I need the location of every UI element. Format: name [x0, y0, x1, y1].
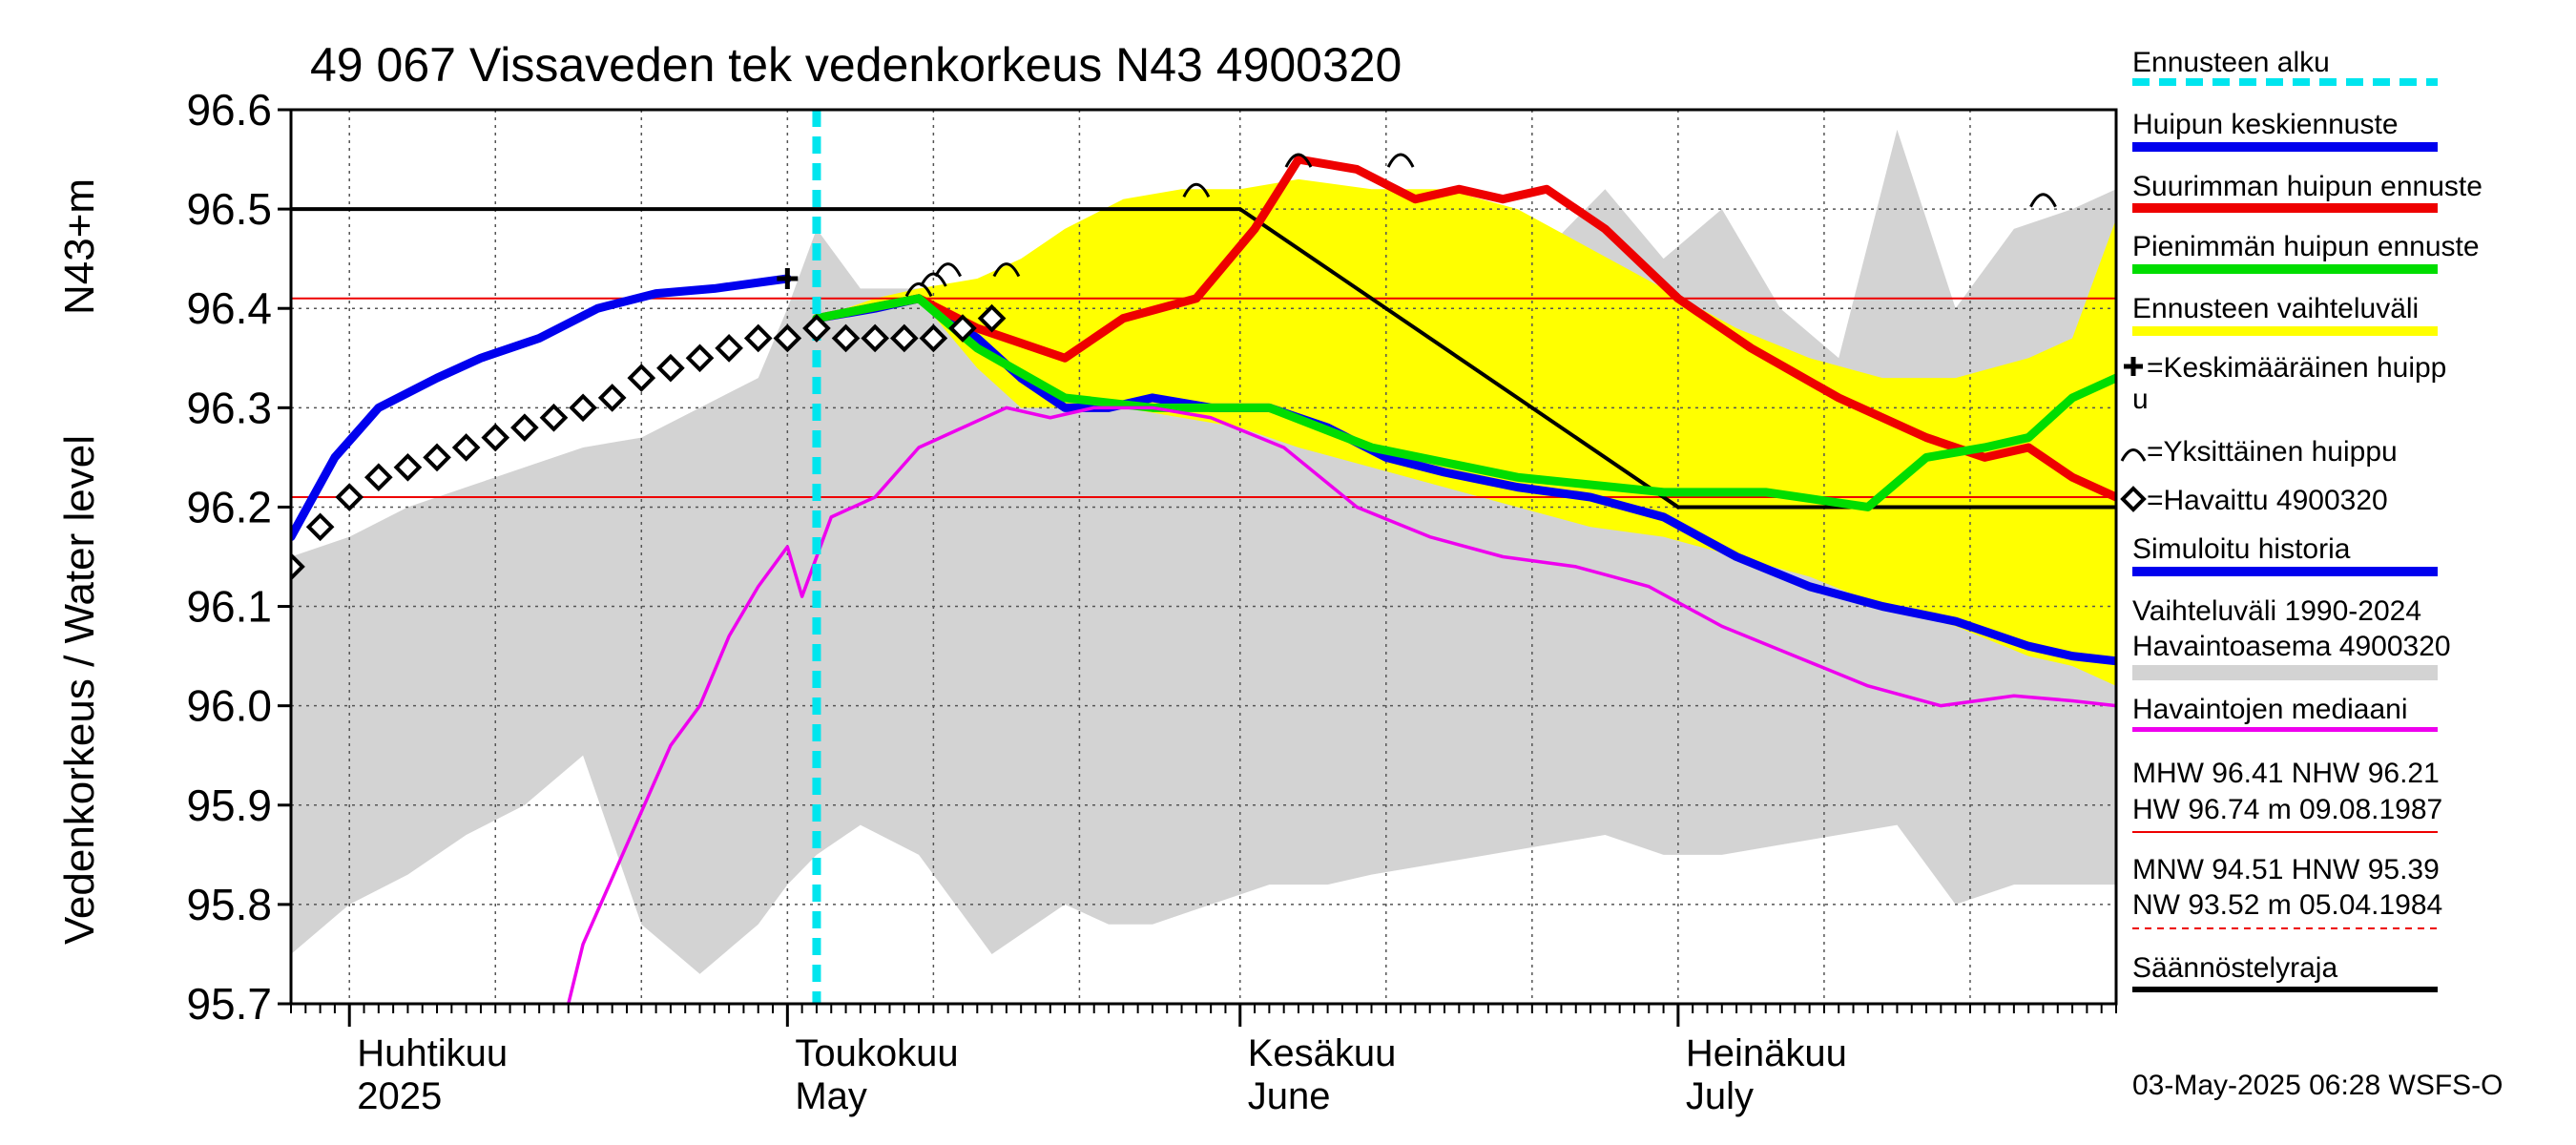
- legend-range-label: Vaihteluväli 1990-2024: [2132, 595, 2421, 627]
- individual-peak: [1386, 153, 1415, 168]
- legend-individual-peak-label: =Yksittäinen huippu: [2147, 436, 2398, 468]
- individual-peak: [920, 272, 947, 287]
- observed-point: [889, 323, 919, 353]
- x-month-label-en: 2025: [357, 1075, 442, 1117]
- legend-regulation-swatch: [2132, 987, 2438, 992]
- legend-max-forecast-label: Suurimman huipun ennuste: [2132, 171, 2483, 202]
- x-month-label-fi: Heinäkuu: [1686, 1032, 1847, 1074]
- observed-point: [423, 443, 451, 472]
- stats-hw-line1: MHW 96.41 NHW 96.21: [2132, 758, 2440, 789]
- legend-simulated-label: Simuloitu historia: [2132, 533, 2351, 565]
- observed-point: [539, 403, 569, 432]
- y-axis-label: Vedenkorkeus / Water level: [56, 435, 103, 945]
- legend-forecast-band-swatch: [2132, 326, 2438, 336]
- x-month-label-en: July: [1686, 1075, 1754, 1117]
- legend-mean-peak-label-cont: u: [2132, 384, 2149, 415]
- legend-regulation-label: Säännöstelyraja: [2132, 952, 2337, 984]
- observed-point: [305, 512, 335, 542]
- legend-mean-forecast-swatch: [2132, 142, 2438, 152]
- y-axis-unit-label: N43+m: [56, 178, 103, 315]
- chart-title: 49 067 Vissaveden tek vedenkorkeus N43 4…: [310, 38, 1402, 92]
- observed-point: [364, 463, 393, 492]
- y-tick-label: 95.7: [186, 979, 272, 1029]
- forecast-range-band: [816, 178, 2116, 686]
- observed-point: [481, 423, 510, 452]
- y-ticks: 96.6 96.5 96.4 96.3 96.2 96.1 96.0 95.9 95.8 95.7: [186, 85, 291, 1029]
- observed-point: [861, 323, 889, 353]
- plot-content: [291, 110, 2116, 1004]
- legend-median-label: Havaintojen mediaani: [2132, 694, 2408, 725]
- observed-point: [685, 344, 715, 373]
- legend-mean-forecast-label: Huipun keskiennuste: [2132, 109, 2399, 140]
- individual-peak: [1182, 182, 1211, 198]
- observed-point: [831, 323, 861, 353]
- y-tick-label: 96.6: [186, 85, 272, 135]
- observed-point: [510, 413, 539, 442]
- observed-point: [743, 323, 773, 353]
- observed-point: [569, 393, 597, 423]
- series-suurimman-huipun-ennuste: [812, 155, 2116, 502]
- stats-nw-line1: MNW 94.51 HNW 95.39: [2132, 854, 2440, 885]
- legend-observed-label: =Havaittu 4900320: [2147, 485, 2388, 516]
- legend: Ennusteen alku Huipun keskiennuste Suuri…: [2120, 47, 2483, 992]
- x-month-label-fi: Huhtikuu: [357, 1032, 508, 1074]
- observed-point: [919, 323, 948, 353]
- observed-point: [597, 384, 627, 412]
- y-tick-label: 96.3: [186, 383, 272, 432]
- stats-hw-line2: HW 96.74 m 09.08.1987: [2132, 794, 2442, 825]
- regulation-limit-line: [291, 207, 2116, 510]
- legend-individual-peak-marker: [2120, 448, 2147, 462]
- legend-min-forecast-label: Pienimmän huipun ennuste: [2132, 231, 2480, 262]
- x-month-label-en: June: [1248, 1075, 1331, 1117]
- individual-peak: [1284, 153, 1313, 168]
- individual-peaks: [904, 153, 2057, 298]
- observed-points: [291, 303, 1007, 581]
- y-tick-label: 96.2: [186, 482, 272, 531]
- observed-point: [627, 364, 656, 392]
- individual-peak: [934, 262, 963, 278]
- legend-simulated-swatch: [2132, 567, 2438, 576]
- legend-mean-peak-marker: [2124, 357, 2143, 376]
- legend-range-swatch: [2132, 665, 2438, 680]
- y-tick-label: 96.4: [186, 283, 272, 333]
- observed-point: [656, 353, 685, 383]
- individual-peak: [2029, 193, 2057, 208]
- legend-median-swatch: [2132, 727, 2438, 732]
- plot-frame: [289, 108, 2118, 1006]
- observed-point: [291, 552, 305, 581]
- x-month-label-fi: Toukokuu: [795, 1032, 958, 1074]
- observed-point: [802, 314, 831, 343]
- legend-min-forecast-swatch: [2132, 264, 2438, 274]
- legend-mean-peak-label: =Keskimääräinen huipp: [2147, 352, 2446, 384]
- legend-forecast-start-label: Ennusteen alku: [2132, 47, 2330, 78]
- legend-observed-marker: [2120, 486, 2147, 512]
- y-tick-label: 96.1: [186, 582, 272, 632]
- stats-nw-line2: NW 93.52 m 05.04.1984: [2132, 889, 2442, 921]
- observed-point: [773, 323, 802, 353]
- y-tick-label: 96.0: [186, 681, 272, 731]
- x-month-label-en: May: [795, 1075, 867, 1117]
- observed-point: [948, 314, 977, 343]
- series-havaintojen-mediaani: [567, 406, 2116, 1004]
- observed-point: [393, 452, 423, 482]
- y-tick-label: 95.9: [186, 781, 272, 830]
- legend-forecast-band-label: Ennusteen vaihteluväli: [2132, 293, 2419, 324]
- observed-point: [335, 483, 364, 511]
- series-pienimm-n-huipun-ennuste: [812, 294, 2116, 511]
- observed-point: [715, 334, 743, 363]
- observed-point: [977, 303, 1007, 333]
- plot-area: [289, 108, 2118, 1006]
- individual-peak: [904, 281, 933, 298]
- individual-peak: [992, 262, 1021, 278]
- observed-point: [451, 433, 481, 462]
- timestamp: 03-May-2025 06:28 WSFS-O: [2132, 1070, 2503, 1101]
- legend-range-station-label: Havaintoasema 4900320: [2132, 631, 2451, 662]
- y-tick-label: 96.5: [186, 184, 272, 234]
- y-tick-label: 95.8: [186, 880, 272, 929]
- x-month-label-fi: Kesäkuu: [1248, 1032, 1397, 1074]
- series-huipun-keskiennuste: [291, 274, 792, 542]
- legend-max-forecast-swatch: [2132, 203, 2438, 213]
